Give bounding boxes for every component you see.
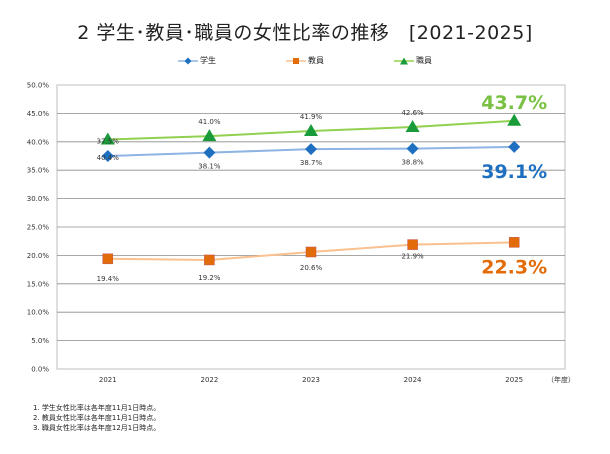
data-label: 41.0% xyxy=(198,118,221,126)
data-labels: 40.4% 38.1% 38.7% 38.8% 39.1% 19.4% 19.2% 20.6%… xyxy=(97,92,547,283)
note-3: 3. 職員女性比率は各年度12月1日時点。 xyxy=(33,424,161,432)
data-label: 38.1% xyxy=(198,163,221,171)
data-label: 41.9% xyxy=(300,113,323,121)
note-1: 1. 学生女性比率は各年度11月1日時点。 xyxy=(33,404,161,412)
triangle-marker-icon xyxy=(394,57,414,64)
y-tick-label: 30.0% xyxy=(27,195,50,203)
y-tick-label: 45.0% xyxy=(27,110,50,118)
legend-item-students: 学生 xyxy=(178,55,216,66)
legend-label: 職員 xyxy=(416,56,432,65)
y-tick-label: 15.0% xyxy=(27,280,50,288)
chart-title: 2 学生･教員･職員の女性比率の推移 [2021-2025] xyxy=(77,22,533,44)
data-point-square xyxy=(407,239,418,250)
data-point-diamond xyxy=(101,150,114,162)
x-tick-label: 2023 xyxy=(302,376,320,384)
data-label: 40.4% xyxy=(97,154,120,162)
data-label: 38.8% xyxy=(401,159,424,167)
note-2: 2. 教員女性比率は各年度11月1日時点。 xyxy=(33,414,161,422)
x-tick-label: 2022 xyxy=(200,376,218,384)
y-tick-label: 5.0% xyxy=(31,337,49,345)
data-label: 37.5% xyxy=(97,138,120,146)
data-point-triangle xyxy=(304,124,318,137)
data-label: 20.6% xyxy=(300,264,323,272)
x-unit-label: （年度） xyxy=(547,375,575,384)
legend-label: 学生 xyxy=(200,56,216,65)
data-point-square xyxy=(204,254,215,266)
data-point-square xyxy=(305,246,317,258)
y-tick-label: 0.0% xyxy=(31,366,49,374)
notes: 1. 学生女性比率は各年度11月1日時点。 2. 教員女性比率は各年度11月1日… xyxy=(33,403,160,433)
data-label: 21.9% xyxy=(401,253,424,261)
y-axis-ticks: 0.0% 5.0% 10.0% 15.0% 20.0% 25.0% 30.0% 35.0% 40… xyxy=(27,82,50,374)
y-tick-label: 10.0% xyxy=(27,309,50,317)
legend-label: 教員 xyxy=(308,56,324,65)
x-tick-label: 2025 xyxy=(505,376,523,384)
line-chart: 0.0% 5.0% 10.0% 15.0% 20.0% 25.0% 30.0% 35.0% 40… xyxy=(27,82,575,385)
diamond-marker-icon xyxy=(178,57,198,64)
y-tick-label: 40.0% xyxy=(27,138,50,146)
y-tick-label: 35.0% xyxy=(27,167,50,175)
series-group xyxy=(100,113,522,266)
data-point-diamond xyxy=(203,146,216,159)
legend-item-faculty: 教員 xyxy=(286,55,324,66)
data-label: 19.2% xyxy=(198,274,221,282)
data-point-triangle xyxy=(202,129,217,142)
data-point-diamond xyxy=(508,140,521,153)
data-label: 19.4% xyxy=(97,275,120,283)
data-label: 38.7% xyxy=(300,159,323,167)
y-tick-label: 50.0% xyxy=(27,82,50,90)
highlight-label: 22.3% xyxy=(481,256,547,278)
x-tick-label: 2024 xyxy=(404,376,422,384)
data-point-diamond xyxy=(406,142,419,155)
data-point-triangle xyxy=(100,132,115,145)
data-label: 42.6% xyxy=(401,109,424,117)
data-point-square xyxy=(102,253,114,265)
y-tick-label: 20.0% xyxy=(27,252,50,260)
data-point-triangle xyxy=(405,120,420,133)
square-marker-icon xyxy=(286,57,306,64)
x-tick-label: 2021 xyxy=(99,376,117,384)
highlight-label: 43.7% xyxy=(481,92,547,114)
x-axis-ticks: 2021 2022 2023 2024 2025 （年度） xyxy=(99,375,575,384)
data-point-triangle xyxy=(507,113,522,126)
y-tick-label: 25.0% xyxy=(27,224,50,232)
legend: 学生 教員 職員 xyxy=(0,55,610,71)
legend-item-staff: 職員 xyxy=(394,55,432,66)
data-point-square xyxy=(508,237,520,248)
data-point-diamond xyxy=(305,143,317,156)
highlight-label: 39.1% xyxy=(481,161,547,183)
